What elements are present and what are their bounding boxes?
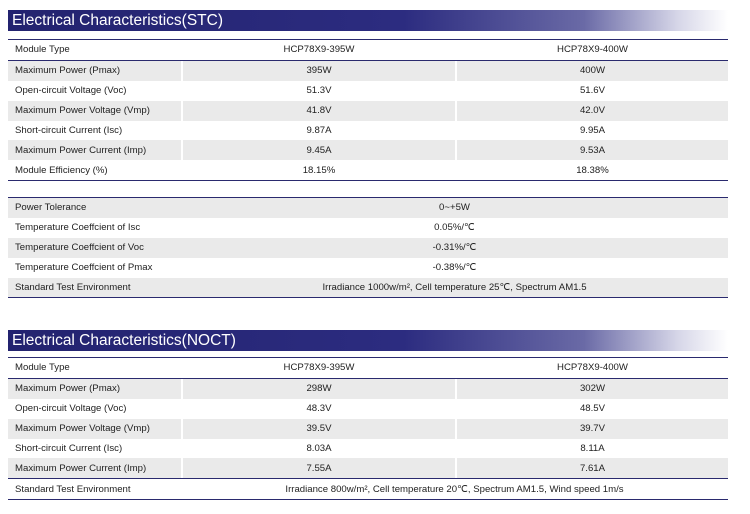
row-value-1: 48.3V xyxy=(306,403,332,415)
row-label: Standard Test Environment xyxy=(15,483,131,495)
row-label: Maximum Power (Pmax) xyxy=(15,383,121,395)
row-value-1: 298W xyxy=(181,378,457,399)
table-row: Maximum Power Current (Imp) 9.45A 9.53A xyxy=(8,140,728,161)
table-row: Temperature Coeffcient of Isc 0.05%/℃ xyxy=(8,218,728,238)
row-value-1: 9.45A xyxy=(181,140,457,161)
row-value-2: 400W xyxy=(579,65,606,77)
header-label: Module Type xyxy=(15,362,70,374)
table-row: Short-circuit Current (Isc) 8.03A 8.11A xyxy=(8,439,728,459)
row-label: Short-circuit Current (Isc) xyxy=(15,443,123,454)
row-label: Maximum Power Current (Imp) xyxy=(15,144,147,156)
row-value: Irradiance 1000w/m², Cell temperature 25… xyxy=(322,282,587,293)
table-row: Temperature Coeffcient of Voc -0.31%/℃ xyxy=(8,237,728,258)
row-label: Maximum Power Current (Imp) xyxy=(15,462,147,474)
row-value-2: 8.11A xyxy=(580,443,605,454)
table-row: Open-circuit Voltage (Voc) 51.3V 51.6V xyxy=(8,81,728,101)
row-value: -0.38%/℃ xyxy=(432,262,477,274)
row-label: Temperature Coeffcient of Pmax xyxy=(15,262,153,274)
general-table: Power Tolerance 0~+5W Temperature Coeffc… xyxy=(8,197,728,299)
noct-section-title: Electrical Characteristics(NOCT) xyxy=(8,330,728,351)
row-value-2: 48.5V xyxy=(579,403,606,415)
row-value-2: 39.7V xyxy=(579,423,606,435)
header-label: Module Type xyxy=(15,44,70,56)
row-value-2: 42.0V xyxy=(579,105,606,117)
header-model-2: HCP78X9-400W xyxy=(557,362,628,374)
table-row: Power Tolerance 0~+5W xyxy=(8,198,728,218)
row-value-2: 9.53A xyxy=(579,144,606,156)
row-value-1: 41.8V xyxy=(181,100,457,121)
row-value: 0~+5W xyxy=(439,202,470,214)
table-row: Standard Test Environment Irradiance 800… xyxy=(8,478,728,499)
row-label: Temperature Coeffcient of Isc xyxy=(15,222,141,234)
table-row: Maximum Power Voltage (Vmp) 39.5V 39.7V xyxy=(8,418,728,439)
row-value: Irradiance 800w/m², Cell temperature 20℃… xyxy=(285,483,624,495)
table-row: Temperature Coeffcient of Pmax -0.38%/℃ xyxy=(8,258,728,278)
table-row: Maximum Power (Pmax) 395W 400W xyxy=(8,60,728,81)
row-value-1: 51.3V xyxy=(306,85,332,97)
row-value-1: 39.5V xyxy=(181,418,457,439)
row-value: 0.05%/℃ xyxy=(434,222,475,234)
row-value-2: 51.6V xyxy=(579,85,606,97)
header-model-1: HCP78X9-395W xyxy=(283,362,355,374)
row-value-2: 7.61A xyxy=(579,462,606,474)
table-row: Maximum Power Current (Imp) 7.55A 7.61A xyxy=(8,458,728,479)
row-label: Open-circuit Voltage (Voc) xyxy=(15,403,127,415)
row-value-1: 9.87A xyxy=(306,125,332,136)
row-label: Maximum Power Voltage (Vmp) xyxy=(15,423,150,435)
row-label: Maximum Power (Pmax) xyxy=(15,65,121,77)
table-header-row: Module Type HCP78X9-395W HCP78X9-400W xyxy=(8,358,728,379)
header-model-1: HCP78X9-395W xyxy=(283,44,355,56)
row-value-2: 18.38% xyxy=(576,164,609,176)
table-row: Short-circuit Current (Isc) 9.87A 9.95A xyxy=(8,121,728,141)
row-value-2: 302W xyxy=(579,383,606,395)
row-label: Open-circuit Voltage (Voc) xyxy=(15,85,127,97)
row-value-1: 8.03A xyxy=(306,443,332,454)
row-value-1: 18.15% xyxy=(302,164,336,176)
row-label: Power Tolerance xyxy=(15,202,87,214)
stc-section-title: Electrical Characteristics(STC) xyxy=(8,10,728,31)
row-label: Standard Test Environment xyxy=(15,282,131,293)
table-header-row: Module Type HCP78X9-395W HCP78X9-400W xyxy=(8,40,728,61)
stc-table: Module Type HCP78X9-395W HCP78X9-400W Ma… xyxy=(8,39,728,182)
row-label: Temperature Coeffcient of Voc xyxy=(15,242,144,254)
noct-table: Module Type HCP78X9-395W HCP78X9-400W Ma… xyxy=(8,357,728,501)
table-row: Maximum Power Voltage (Vmp) 41.8V 42.0V xyxy=(8,100,728,121)
header-model-2: HCP78X9-400W xyxy=(557,44,628,56)
table-row: Standard Test Environment Irradiance 100… xyxy=(8,277,728,298)
row-value: -0.31%/℃ xyxy=(432,242,477,254)
row-label: Maximum Power Voltage (Vmp) xyxy=(15,105,150,117)
row-label: Module Efficiency (%) xyxy=(15,164,108,176)
table-row: Module Efficiency (%) 18.15% 18.38% xyxy=(8,160,728,180)
row-value-1: 7.55A xyxy=(181,458,457,479)
table-row: Maximum Power (Pmax) 298W 302W xyxy=(8,378,728,399)
table-row: Open-circuit Voltage (Voc) 48.3V 48.5V xyxy=(8,399,728,419)
row-value-2: 9.95A xyxy=(579,125,606,136)
row-value-1: 395W xyxy=(181,60,457,81)
row-label: Short-circuit Current (Isc) xyxy=(15,125,123,136)
